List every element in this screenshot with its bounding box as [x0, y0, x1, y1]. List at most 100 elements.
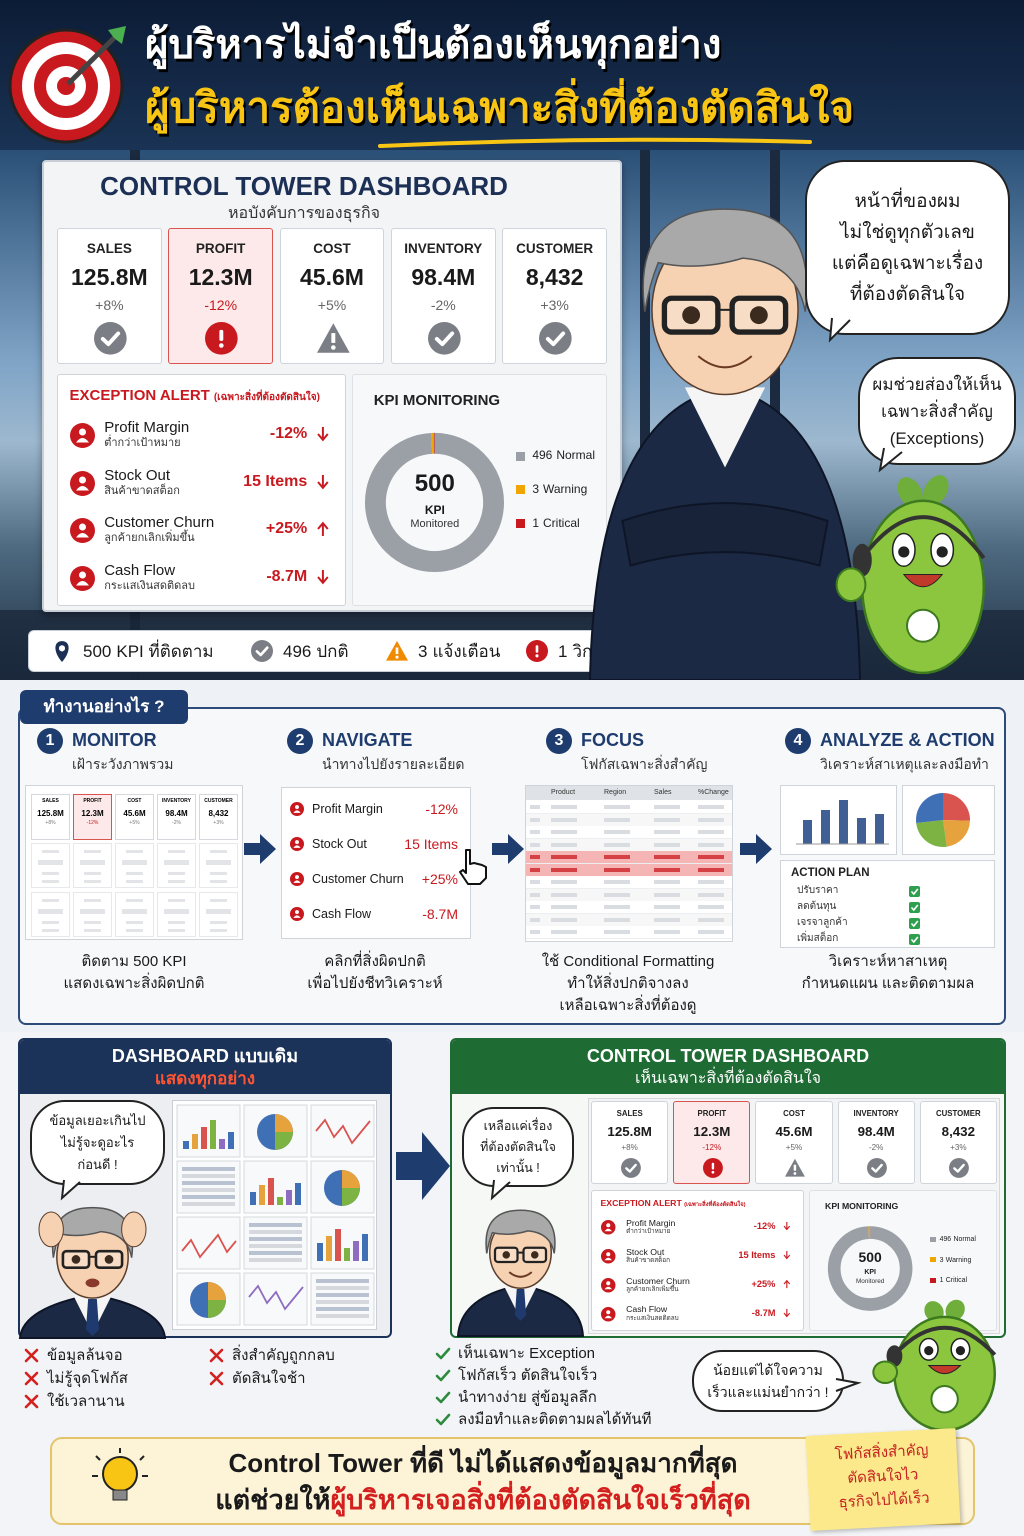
cross	[209, 1348, 224, 1363]
mini-kpi-change: -2%	[172, 820, 181, 826]
sticky-line: ธุรกิจไปได้เร็ว	[838, 1489, 930, 1512]
icon-bg	[867, 1158, 888, 1179]
kpi-label: INVENTORY	[404, 241, 483, 257]
icon-pin-hole	[58, 645, 66, 652]
mini-table-row	[526, 863, 732, 877]
bubble-line: ไม่ใช่ดูทุกตัวเลข	[840, 221, 975, 243]
clutter-line	[315, 1118, 371, 1145]
status-icon	[386, 640, 408, 661]
icon-body	[75, 580, 89, 586]
new-subtitle: เห็นเฉพาะสิ่งที่ต้องตัดสินใจ	[634, 1070, 822, 1087]
icon-check	[624, 1164, 637, 1174]
step-caption: ทำให้สิ่งปกติจางลง	[567, 975, 689, 992]
dashboard-subtitle: หอบังคับการของธุรกิจ	[227, 205, 381, 222]
mini-table-cell	[551, 917, 577, 922]
faded-line	[80, 860, 105, 865]
bubble-line: น้อยแต่ได้ใจความ	[713, 1362, 823, 1378]
tie	[85, 1298, 100, 1336]
status-icon	[600, 1249, 616, 1264]
exception-value: -8.7M	[266, 567, 308, 585]
status-label: ปกติ	[316, 642, 349, 661]
mini-exception-value: -8.7M	[422, 906, 458, 922]
step-subtitle: โฟกัสเฉพาะสิ่งสำคัญ	[581, 756, 708, 772]
arrow-head	[317, 481, 329, 490]
dashboard-body: SALES 125.8M +8% PROFIT 12.3M -12% COST 45.6M +5…	[57, 228, 607, 606]
exception-title: EXCEPTION ALERT (เฉพาะสิ่งที่ต้องตัดสินใจ…	[601, 1198, 746, 1209]
icon-head	[78, 476, 86, 484]
clutter-table-row	[316, 1300, 369, 1304]
mini-kpi-change: +3%	[213, 820, 224, 826]
mini-table-cell	[698, 880, 724, 884]
mini-table-cell	[698, 892, 724, 897]
mini-kpi-label: CUSTOMER	[204, 798, 233, 804]
mini-table-cell	[530, 917, 540, 922]
legend-swatch	[516, 518, 526, 528]
kpi-change: -12%	[204, 297, 238, 314]
mini-table-row	[526, 826, 732, 839]
faded-line	[126, 872, 143, 875]
checkbox	[909, 886, 920, 897]
icon-dot	[219, 342, 224, 348]
status-label: KPI ที่ติดตาม	[116, 642, 214, 661]
bubble-tail-shape	[828, 317, 851, 343]
new-speech: เหลือแค่เรื่อง ที่ต้องตัดสินใจ เท่านั้น !	[462, 1107, 574, 1187]
mini-table-cell	[698, 917, 724, 922]
kpi-value: 12.3M	[188, 264, 253, 291]
exception-detail: สินค้าขาดสต็อก	[104, 484, 180, 497]
icon-head	[605, 1223, 610, 1228]
legend-label: Normal	[556, 448, 596, 463]
faded-line	[38, 860, 63, 865]
trend-arrow	[317, 474, 329, 490]
status-item: 496 ปกติ	[283, 642, 349, 662]
exception-value: +25%	[751, 1279, 776, 1290]
mascot-pupil	[955, 1346, 966, 1356]
mouth	[697, 355, 753, 369]
clutter-table-row	[182, 1167, 235, 1171]
checkmark	[910, 904, 919, 912]
icon-body	[603, 1286, 612, 1290]
compare-arrow	[396, 1132, 450, 1200]
mini-table-cell	[551, 817, 577, 822]
faded-line	[210, 880, 227, 883]
faded-line	[42, 899, 59, 902]
checkmark	[910, 936, 919, 944]
mini-exception-value: +25%	[421, 871, 458, 887]
status-item: 500 KPI ที่ติดตาม	[83, 642, 214, 662]
mini-table-header: Sales	[654, 789, 672, 796]
status-icon	[205, 321, 238, 355]
mini-table-cell	[551, 905, 577, 909]
exception-name: Cash Flow	[626, 1304, 668, 1315]
mini-pie-chart	[902, 785, 995, 855]
action-item: เพิ่มสต็อก	[797, 933, 839, 944]
mini-table-cell	[530, 805, 540, 809]
arrow-head	[317, 576, 329, 585]
clutter-bar	[183, 1141, 189, 1149]
mascot-illustration	[835, 475, 986, 675]
sticky-line: โฟกัสสิ่งสำคัญ	[834, 1441, 929, 1464]
mini-kpi-label: SALES	[42, 798, 59, 804]
faded-line	[84, 899, 101, 902]
clutter-bar	[192, 1134, 198, 1149]
icon-head	[295, 805, 299, 809]
mini-kpi-card: CUSTOMER 8,432 +3%	[199, 794, 238, 840]
clutter-table-row	[249, 1230, 302, 1234]
clutter-bar	[219, 1139, 225, 1149]
icon-bg	[600, 1306, 616, 1322]
executive-illustration	[456, 1209, 585, 1337]
conclusion-line1: Control Tower ที่ดี ไม่ได้แสดงข้อมูลมากท…	[228, 1448, 738, 1478]
mini-table-cell	[698, 867, 724, 872]
status-icon	[539, 321, 572, 355]
exception-note: (เฉพาะสิ่งที่ต้องตัดสินใจ)	[213, 391, 320, 403]
kpi-value: 125.8M	[607, 1123, 652, 1139]
mini-table-cell	[551, 892, 577, 897]
action-item: ลดต้นทุน	[797, 901, 837, 912]
icon-head	[78, 523, 86, 531]
pro-item: นำทางง่าย สู่ข้อมูลลึก	[458, 1389, 597, 1406]
mini-kpi-value: 98.4M	[165, 809, 188, 818]
icon-body	[293, 810, 301, 813]
step-subtitle: นำทางไปยังรายละเอียด	[322, 756, 465, 772]
bubble-tail	[828, 317, 851, 343]
mini-table-row	[526, 888, 732, 902]
kpi-change: +3%	[540, 297, 569, 314]
